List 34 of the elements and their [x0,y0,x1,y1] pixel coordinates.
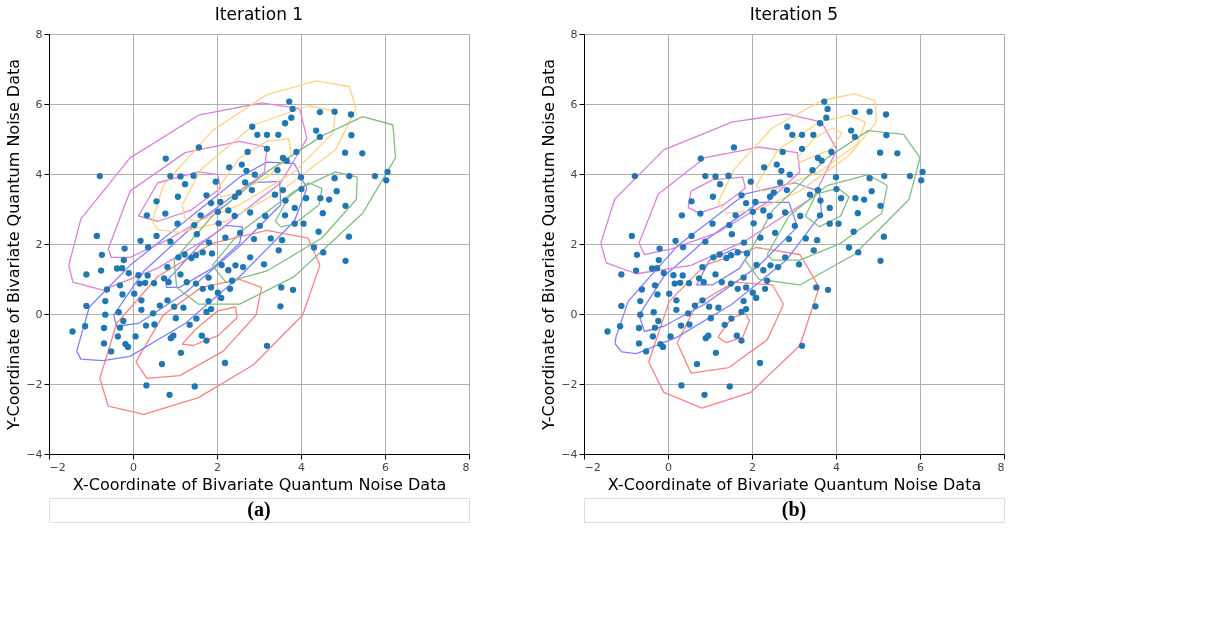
x-tick-label: 4 [298,460,305,474]
x-tick-label: 0 [665,460,672,474]
chart-title: Iteration 5 [749,4,839,24]
y-tick-label: 8 [35,27,43,41]
x-tick-label: 0 [130,460,137,474]
y-tick-label: 6 [35,97,43,111]
y-tick-label: 2 [570,237,578,251]
y-tick-label: −2 [561,377,578,391]
y-tick-label: 4 [570,167,578,181]
x-tick-label: −2 [49,460,66,474]
x-tick-label: 6 [917,460,924,474]
y-tick-label: 4 [35,167,43,181]
y-tick-label: 0 [570,307,578,321]
x-tick-label: 6 [382,460,389,474]
y-tick-label: −2 [26,377,43,391]
x-tick-label: −2 [584,460,601,474]
x-axis-title: X-Coordinate of Bivariate Quantum Noise Data [72,474,447,494]
y-axis-title: Y-Coordinate of Bivariate Quantum Noise Data [539,58,559,432]
y-tick-label: 0 [35,307,43,321]
x-tick-label: 8 [462,460,470,474]
x-tick-label: 8 [997,460,1005,474]
y-tick-label: −4 [561,447,578,461]
y-tick-label: 8 [570,27,578,41]
text: (b) [781,498,807,521]
x-tick-label: 4 [833,460,840,474]
y-axis-title: Y-Coordinate of Bivariate Quantum Noise Data [4,58,24,432]
x-axis-title: X-Coordinate of Bivariate Quantum Noise Data [607,474,982,494]
x-tick-label: 2 [749,460,756,474]
y-tick-label: 6 [570,97,578,111]
y-tick-label: −4 [26,447,43,461]
text: (a) [247,498,271,521]
x-tick-label: 2 [214,460,221,474]
chart-title: Iteration 1 [214,4,304,24]
y-tick-label: 2 [35,237,43,251]
